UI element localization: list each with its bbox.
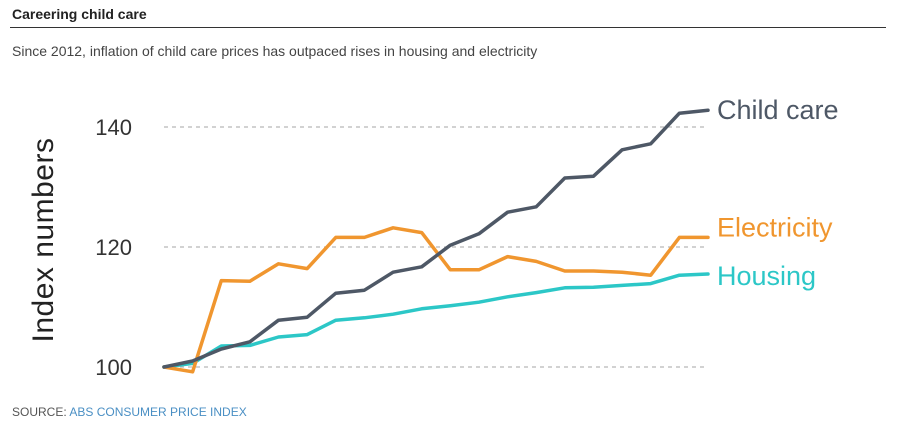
chart-title: Careering child care	[12, 6, 147, 22]
y-tick-labels: 100 120 140	[95, 115, 132, 380]
y-tick-120: 120	[95, 235, 132, 260]
series-line-child-care	[162, 108, 710, 369]
series-line-electricity	[162, 226, 710, 374]
series-label-housing: Housing	[717, 261, 816, 291]
source-note: SOURCE: ABS CONSUMER PRICE INDEX	[12, 405, 247, 419]
series-label-electricity: Electricity	[717, 212, 833, 242]
series-label-child-care: Child care	[717, 95, 839, 125]
y-tick-140: 140	[95, 115, 132, 140]
gridlines	[164, 126, 708, 368]
series-lines	[162, 108, 710, 374]
chart-subtitle: Since 2012, inflation of child care pric…	[12, 43, 538, 59]
series-labels: Housing Electricity Child care	[717, 95, 839, 291]
title-divider	[10, 27, 886, 28]
source-prefix: SOURCE:	[12, 405, 70, 419]
series-line-housing	[162, 272, 710, 369]
source-link[interactable]: ABS CONSUMER PRICE INDEX	[69, 405, 247, 419]
y-tick-100: 100	[95, 355, 132, 380]
